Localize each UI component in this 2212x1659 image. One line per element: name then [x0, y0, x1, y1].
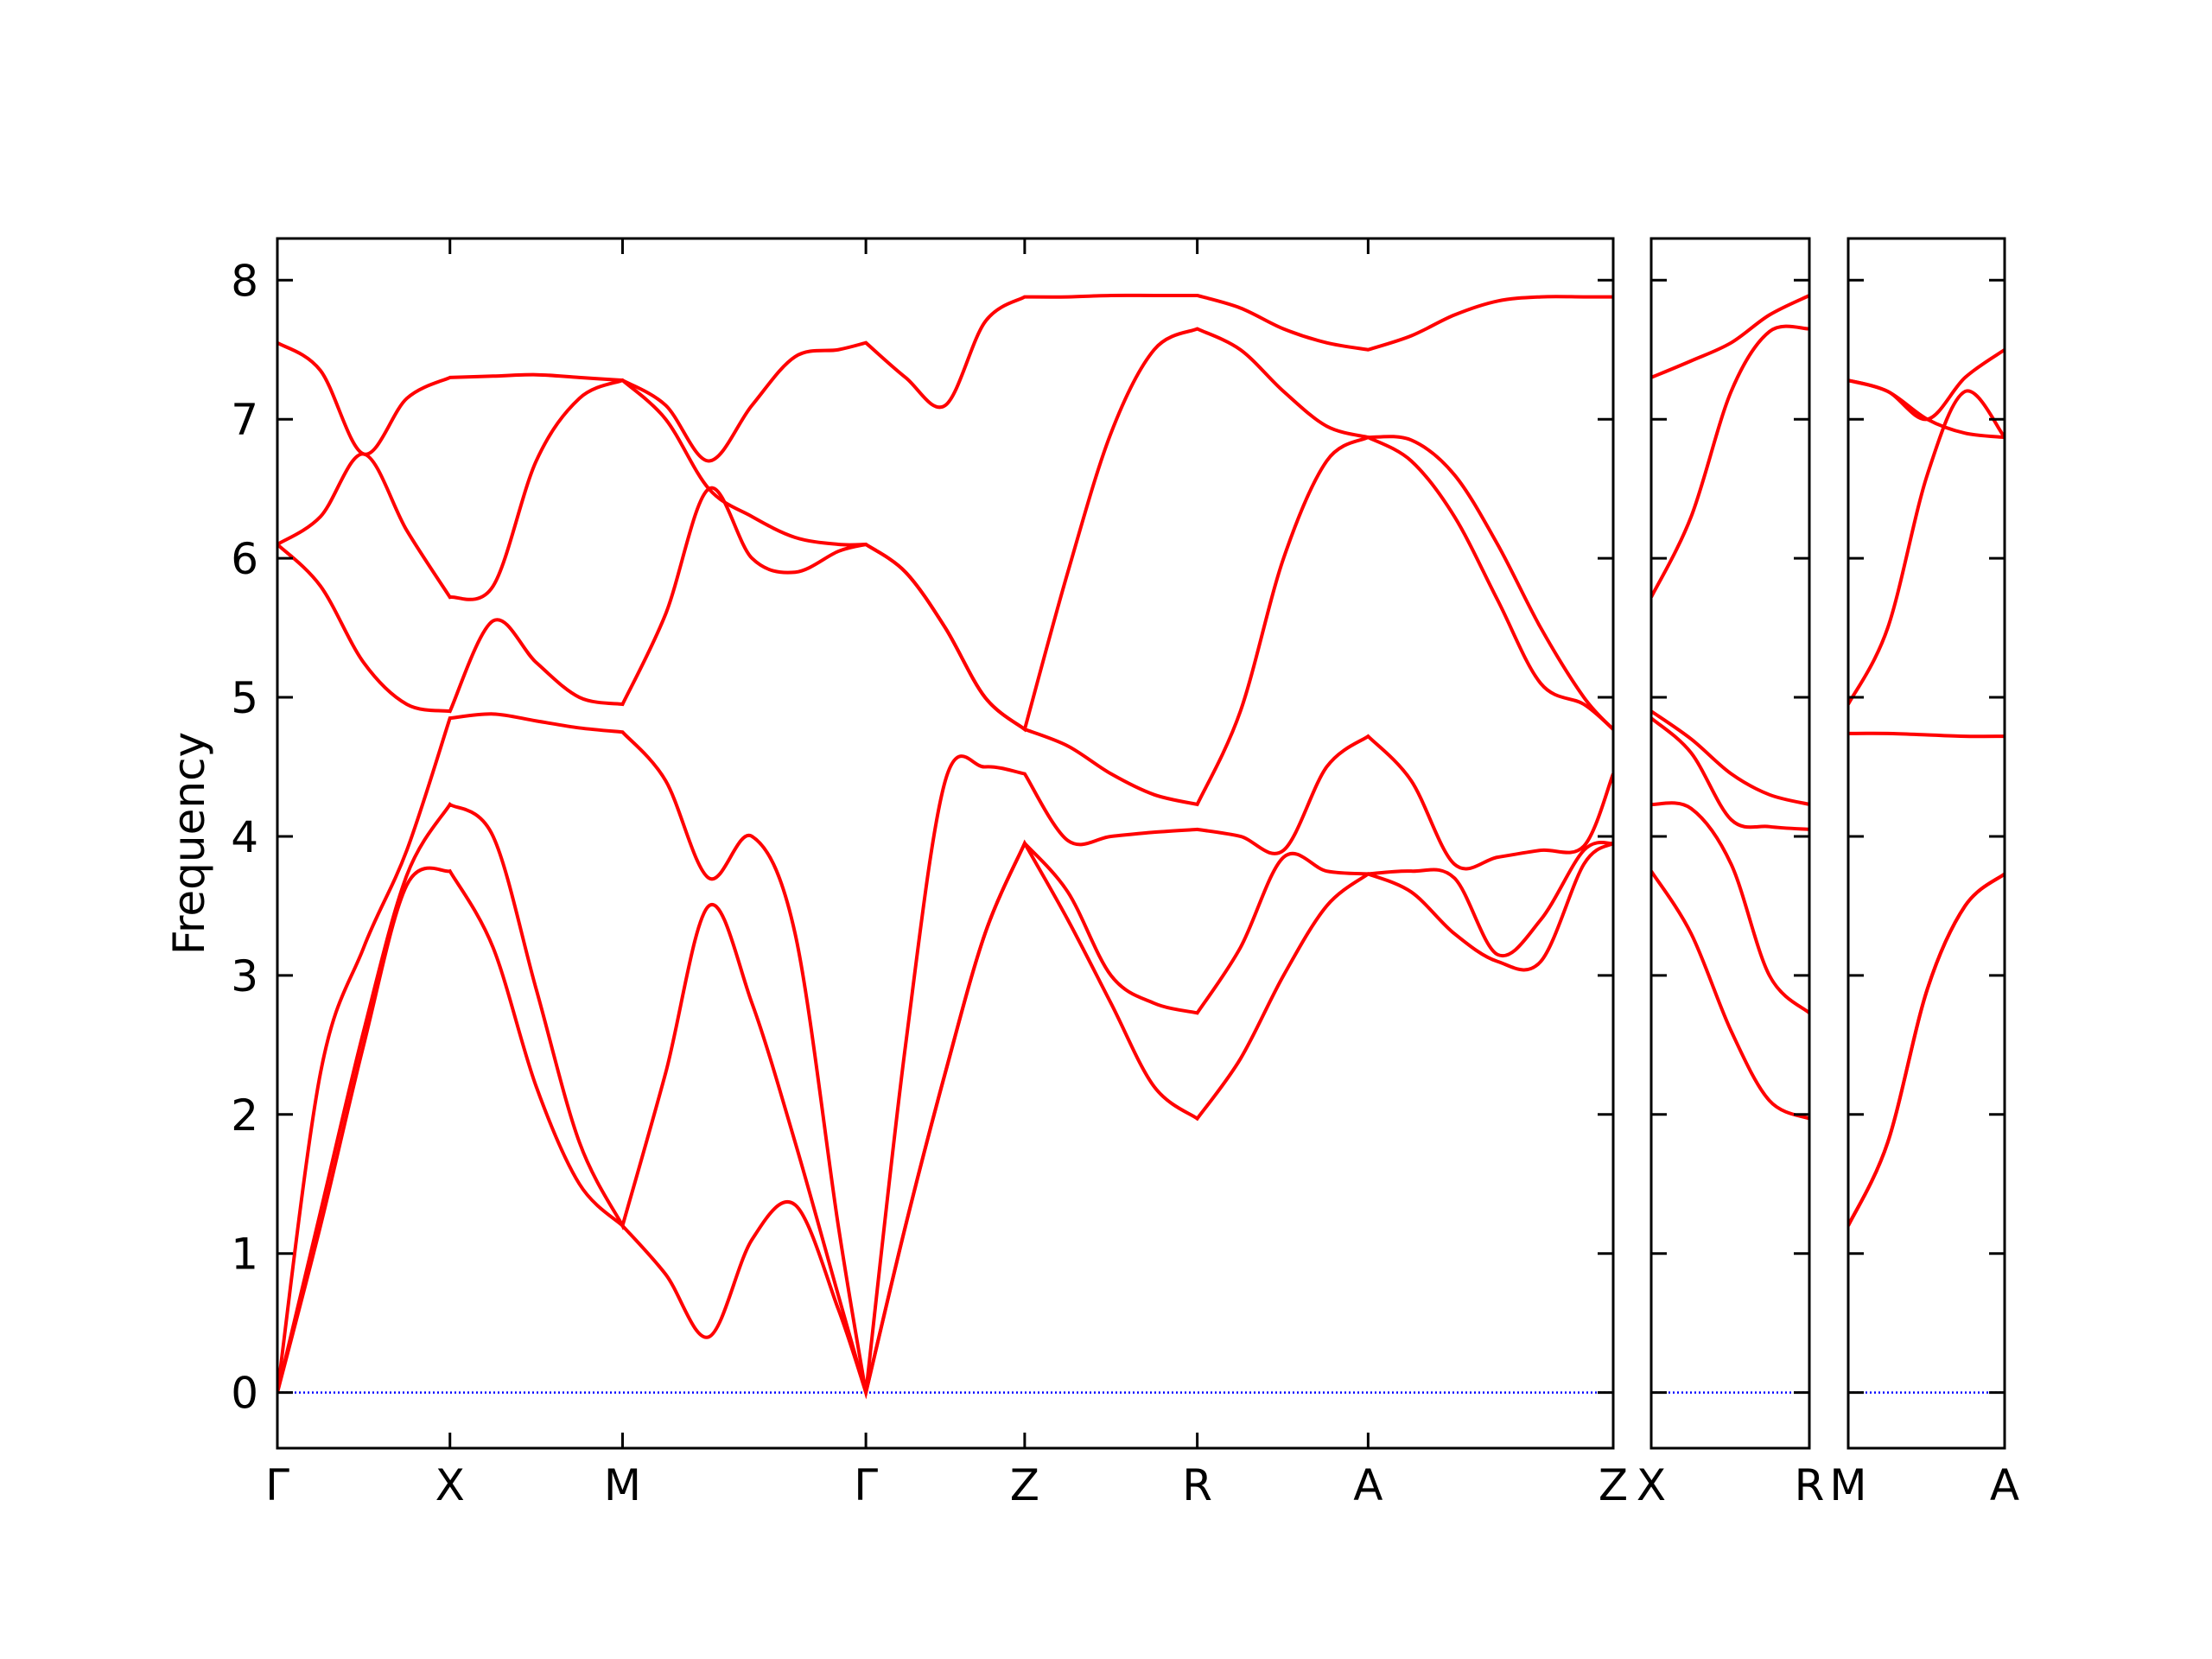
x-tick-label: R [1795, 1460, 1825, 1510]
band [1848, 872, 2005, 1227]
x-tick-label: R [1182, 1460, 1212, 1510]
y-tick-label: 5 [231, 673, 258, 723]
band [1651, 324, 1809, 599]
band [277, 802, 1613, 1400]
x-tick-label: A [1353, 1460, 1382, 1510]
x-tick-label: M [1829, 1460, 1866, 1510]
band [1651, 801, 1809, 1014]
band [277, 293, 1613, 463]
band [1651, 294, 1809, 379]
band [1651, 709, 1809, 806]
axes-frame [1847, 237, 2006, 1450]
band [277, 839, 1613, 1399]
band [1651, 870, 1809, 1121]
band [277, 712, 1613, 1393]
y-tick-label: 8 [231, 256, 258, 306]
y-tick-label: 4 [231, 812, 258, 862]
y-tick-label: 7 [231, 395, 258, 445]
band [1848, 378, 2005, 440]
x-tick-label: A [1990, 1460, 2019, 1510]
y-tick-label: 3 [231, 951, 258, 1001]
x-tick-label: Γ [265, 1460, 289, 1510]
panel: 0 1 2 3 4 5 6 7 8 Γ X M Γ Z R A Z Frequency [164, 237, 1628, 1510]
y-tick-label: 2 [231, 1090, 258, 1141]
x-tick-label: M [604, 1460, 641, 1510]
y-tick-label: 6 [231, 534, 258, 584]
band [1651, 716, 1809, 831]
y-axis-label: Frequency [164, 732, 214, 955]
x-tick-label: Z [1599, 1460, 1628, 1510]
band [1848, 389, 2005, 706]
band [1848, 731, 2005, 739]
band [277, 435, 1613, 807]
x-tick-label: X [435, 1460, 465, 1510]
band [277, 327, 1613, 733]
band [1848, 872, 2005, 1227]
axes-frame [276, 237, 1615, 1450]
axes-frame [1649, 237, 1811, 1450]
x-tick-label: X [1637, 1460, 1666, 1510]
x-tick-label: Γ [854, 1460, 878, 1510]
y-tick-label: 1 [231, 1230, 258, 1280]
y-tick-label: 0 [231, 1369, 258, 1419]
x-tick-label: Z [1010, 1460, 1039, 1510]
